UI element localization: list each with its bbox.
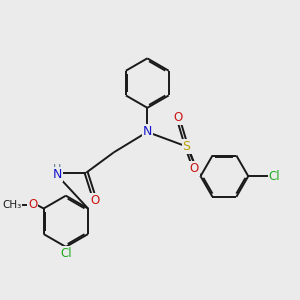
Text: N: N — [142, 125, 152, 139]
Text: H: H — [53, 164, 61, 174]
Text: Cl: Cl — [60, 247, 72, 260]
Text: O: O — [90, 194, 100, 206]
Text: O: O — [190, 162, 199, 176]
Text: CH₃: CH₃ — [2, 200, 22, 210]
Text: Cl: Cl — [268, 170, 280, 183]
Text: O: O — [173, 111, 182, 124]
Text: N: N — [52, 168, 62, 181]
Text: O: O — [28, 199, 37, 212]
Text: S: S — [183, 140, 190, 153]
